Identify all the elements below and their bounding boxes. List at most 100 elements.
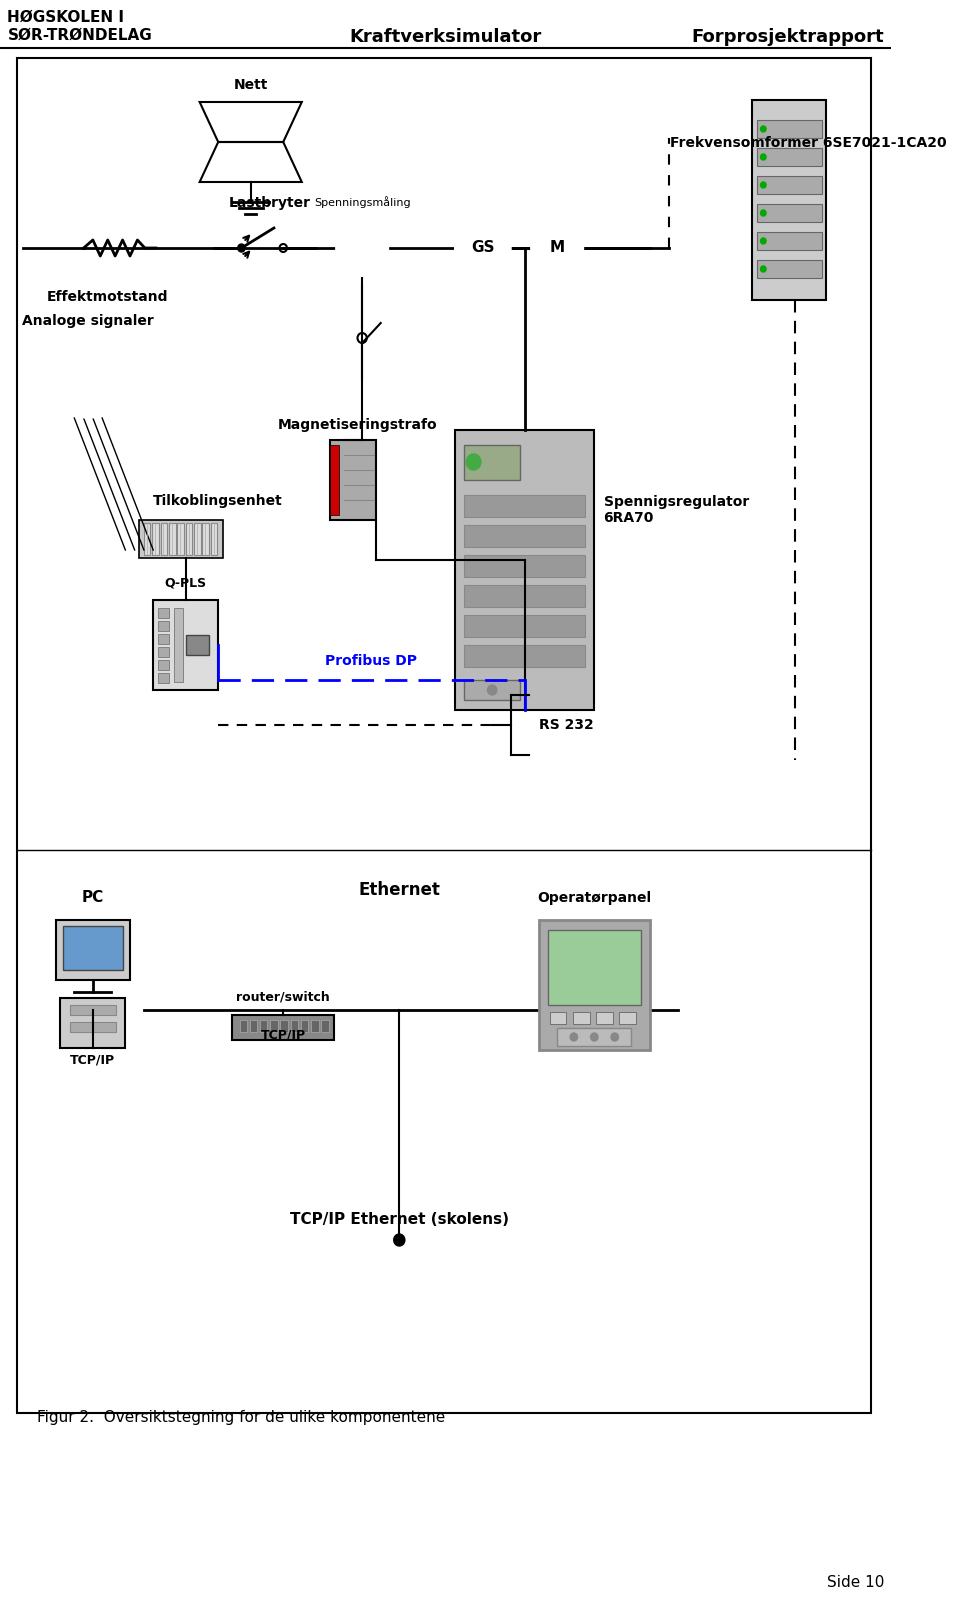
Bar	[465, 645, 585, 668]
Bar	[465, 586, 585, 606]
Text: PC: PC	[82, 890, 104, 905]
Bar	[63, 926, 123, 969]
Text: M: M	[549, 240, 564, 255]
Bar	[70, 1005, 116, 1015]
Bar	[752, 100, 827, 300]
Bar	[144, 523, 151, 555]
Bar	[557, 1027, 632, 1045]
Text: Kraftverksimulator: Kraftverksimulator	[349, 27, 541, 47]
Text: Spenningsmåling: Spenningsmåling	[314, 197, 411, 208]
Bar	[455, 431, 594, 710]
Bar	[56, 919, 130, 981]
Bar	[270, 1019, 277, 1032]
Text: Frekvensomformer 6SE7021-1CA20: Frekvensomformer 6SE7021-1CA20	[669, 135, 947, 150]
Text: Ethernet: Ethernet	[358, 881, 441, 898]
Circle shape	[760, 182, 766, 189]
Bar	[157, 660, 169, 669]
Bar	[596, 1011, 612, 1024]
Text: RS 232: RS 232	[539, 718, 593, 732]
Bar	[211, 523, 217, 555]
Text: Figur 2.  Oversiktstegning for de ulike komponentene: Figur 2. Oversiktstegning for de ulike k…	[37, 1410, 445, 1424]
Text: Magnetiseringstrafo: Magnetiseringstrafo	[277, 418, 438, 432]
Circle shape	[53, 342, 124, 418]
Bar	[550, 1011, 566, 1024]
Bar	[465, 681, 520, 700]
Circle shape	[95, 369, 104, 381]
Text: SØR-TRØNDELAG: SØR-TRØNDELAG	[8, 27, 153, 44]
Text: Operatørpanel: Operatørpanel	[538, 890, 651, 905]
Bar	[573, 1011, 589, 1024]
Text: Effektmotstand: Effektmotstand	[46, 290, 168, 303]
Text: Profibus DP: Profibus DP	[325, 653, 418, 668]
Circle shape	[760, 266, 766, 273]
Circle shape	[467, 453, 481, 469]
Circle shape	[531, 219, 583, 276]
Text: TCP/IP Ethernet (skolens): TCP/IP Ethernet (skolens)	[290, 1213, 509, 1227]
Bar	[329, 440, 376, 519]
Bar	[139, 519, 223, 558]
Bar	[260, 1019, 268, 1032]
Text: Nett: Nett	[233, 77, 268, 92]
Text: HØGSKOLEN I: HØGSKOLEN I	[8, 10, 125, 24]
Circle shape	[455, 218, 511, 277]
Bar	[280, 1019, 288, 1032]
Circle shape	[760, 210, 766, 216]
Circle shape	[611, 1032, 618, 1040]
Bar	[756, 203, 822, 223]
Bar	[157, 608, 169, 618]
Bar	[70, 1023, 116, 1032]
Circle shape	[760, 153, 766, 160]
Bar	[185, 523, 192, 555]
Text: Spennigsregulator
6RA70: Spennigsregulator 6RA70	[604, 495, 749, 526]
Bar	[153, 523, 158, 555]
Bar	[300, 1019, 308, 1032]
Bar	[174, 608, 183, 682]
Bar	[548, 931, 640, 1005]
Bar	[157, 634, 169, 644]
Circle shape	[590, 1032, 598, 1040]
Bar	[329, 445, 339, 515]
Text: TCP/IP: TCP/IP	[70, 1053, 115, 1066]
Text: GS: GS	[471, 240, 494, 255]
Bar	[756, 260, 822, 277]
Bar	[203, 523, 209, 555]
Bar	[157, 647, 169, 656]
Bar	[240, 1019, 247, 1032]
Bar	[756, 176, 822, 194]
Bar	[16, 58, 871, 1413]
Text: Lastbryter: Lastbryter	[228, 197, 310, 210]
Bar	[539, 919, 650, 1050]
Bar	[619, 1011, 636, 1024]
Bar	[465, 555, 585, 577]
Circle shape	[570, 1032, 578, 1040]
Bar	[194, 523, 201, 555]
Bar	[169, 523, 176, 555]
Circle shape	[760, 126, 766, 132]
Bar	[756, 232, 822, 250]
Bar	[465, 495, 585, 518]
Circle shape	[394, 1234, 405, 1245]
Circle shape	[760, 239, 766, 244]
Text: Forprosjektrapport: Forprosjektrapport	[691, 27, 884, 47]
Circle shape	[84, 369, 93, 381]
Bar	[60, 998, 126, 1048]
Bar	[185, 636, 209, 655]
Bar	[232, 1015, 334, 1040]
Text: TCP/IP: TCP/IP	[261, 1027, 306, 1040]
Bar	[178, 523, 184, 555]
Bar	[465, 524, 585, 547]
Bar	[756, 148, 822, 166]
Bar	[157, 621, 169, 631]
Bar	[160, 523, 167, 555]
Bar	[465, 445, 520, 481]
Bar	[311, 1019, 319, 1032]
Circle shape	[488, 686, 496, 695]
Bar	[291, 1019, 298, 1032]
Text: Analoge signaler: Analoge signaler	[22, 315, 155, 327]
Circle shape	[238, 244, 245, 252]
Circle shape	[336, 219, 388, 276]
Text: Tilkoblingsenhet: Tilkoblingsenhet	[154, 494, 283, 508]
Bar	[157, 673, 169, 682]
Bar	[322, 1019, 328, 1032]
Text: router/switch: router/switch	[236, 990, 330, 1003]
